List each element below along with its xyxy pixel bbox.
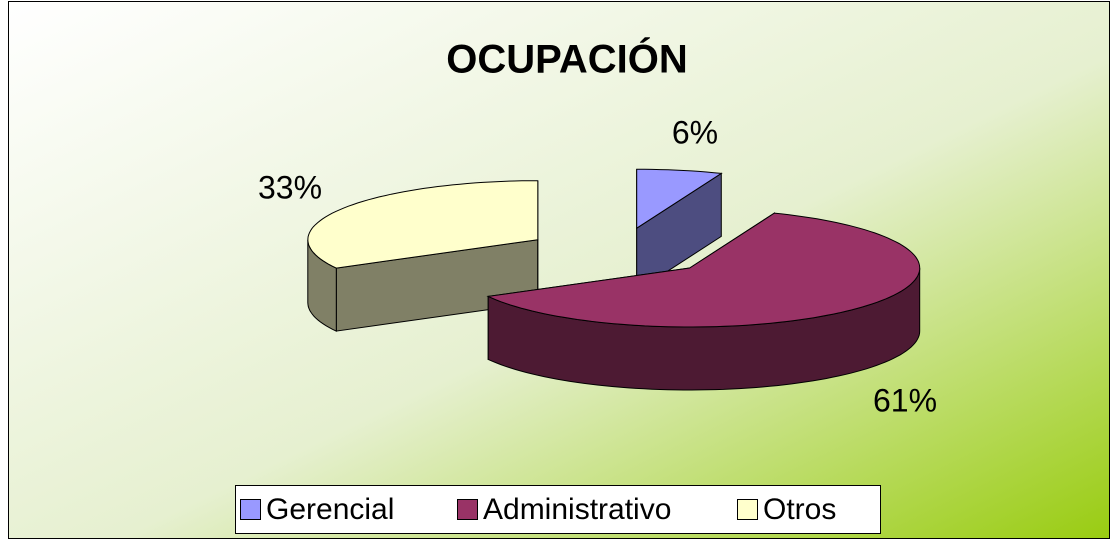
chart-title: OCUPACIÓN (446, 36, 687, 82)
chart-area (8, 1, 1110, 539)
data-label: 33% (258, 169, 322, 205)
legend-swatch (240, 499, 261, 520)
legend-label: Administrativo (483, 493, 671, 526)
slice (486, 212, 921, 328)
slice (636, 168, 723, 230)
legend-label: Otros (763, 493, 836, 526)
legend-swatch (737, 499, 758, 520)
data-label: 6% (672, 114, 718, 150)
legend-swatch (457, 499, 478, 520)
legend-label: Gerencial (266, 493, 394, 526)
slice (307, 180, 539, 269)
legend (235, 485, 881, 534)
data-label: 61% (873, 382, 937, 418)
